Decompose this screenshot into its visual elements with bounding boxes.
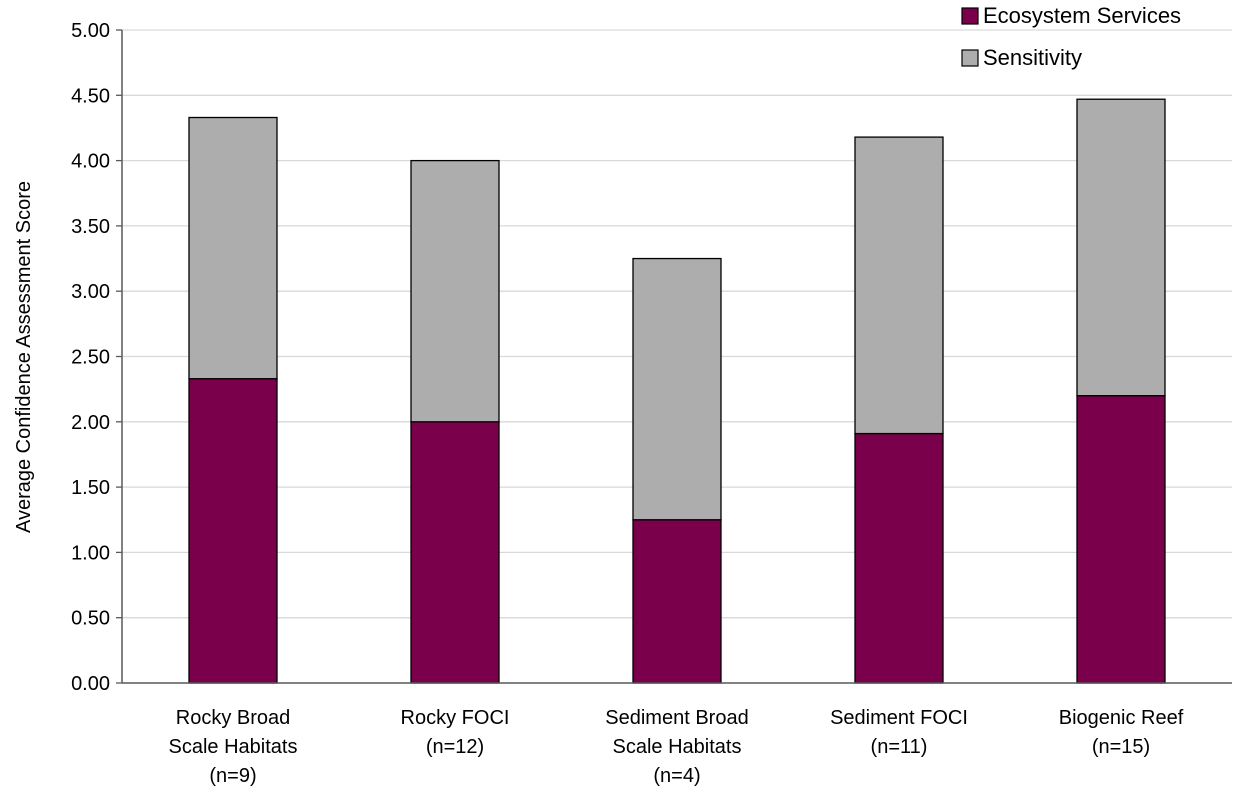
x-category-label: Sediment FOCI	[830, 707, 968, 729]
axes	[116, 29, 1232, 684]
x-category-label: (n=12)	[426, 736, 484, 758]
x-category-label: (n=4)	[653, 765, 700, 787]
bar-ecosystem-services	[854, 432, 944, 684]
legend-swatch	[961, 7, 979, 25]
legend-label: Ecosystem Services	[983, 3, 1181, 28]
y-tick-label: 2.50	[71, 347, 110, 369]
legend: Ecosystem Services Sensitivity	[961, 3, 1181, 70]
y-tick-label: 3.50	[71, 216, 110, 238]
x-category-label: (n=9)	[209, 765, 256, 787]
x-category-labels: Rocky Broad Scale Habitats (n=9) Rocky FOCI…	[169, 707, 1184, 787]
x-category-label: (n=11)	[871, 736, 928, 758]
x-category-label: Rocky FOCI	[401, 707, 510, 729]
legend-label: Sensitivity	[983, 45, 1082, 70]
bar-sensitivity	[1076, 98, 1166, 397]
y-tick-labels: 0.00 0.50 1.00 1.50 2.00 2.50 3.00 3.50 4.00 4.50…	[71, 20, 110, 695]
y-tick-label: 0.00	[71, 673, 110, 695]
y-tick-label: 4.00	[71, 151, 110, 173]
x-category-label: Sediment Broad	[605, 707, 748, 729]
x-category-label: Rocky Broad	[176, 707, 291, 729]
x-category-label: (n=15)	[1092, 736, 1150, 758]
bar-sensitivity	[188, 116, 278, 380]
legend-swatch	[961, 49, 979, 67]
y-tick-label: 2.00	[71, 412, 110, 434]
bar-sensitivity	[632, 257, 722, 521]
x-category-label: Scale Habitats	[169, 736, 298, 758]
x-category-label: Scale Habitats	[613, 736, 742, 758]
bar-sensitivity	[854, 136, 944, 435]
y-tick-label: 3.00	[71, 281, 110, 303]
bars	[188, 98, 1166, 684]
y-tick-label: 1.50	[71, 477, 110, 499]
y-tick-label: 1.00	[71, 542, 110, 564]
y-tick-label: 0.50	[71, 608, 110, 630]
bar-ecosystem-services	[410, 421, 500, 684]
y-tick-label: 5.00	[71, 20, 110, 42]
bar-ecosystem-services	[1076, 395, 1166, 684]
y-tick-label: 4.50	[71, 85, 110, 107]
bar-ecosystem-services	[632, 519, 722, 684]
y-axis-title: Average Confidence Assessment Score	[13, 181, 35, 533]
x-category-label: Biogenic Reef	[1059, 707, 1184, 729]
bar-sensitivity	[410, 159, 500, 423]
bar-ecosystem-services	[188, 378, 278, 684]
